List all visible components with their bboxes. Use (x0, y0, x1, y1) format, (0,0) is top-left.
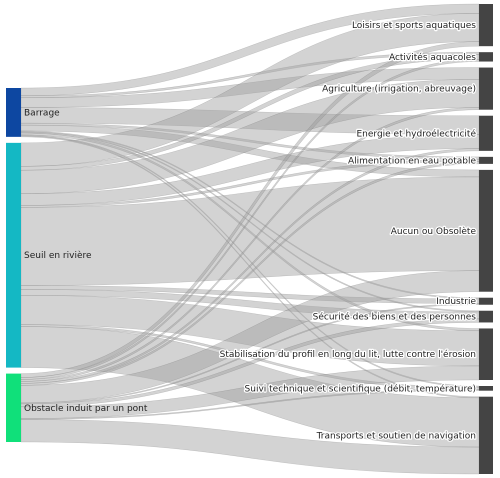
link-obstacle-induit-par-un-pont-to-suivi-technique-et-scientifique-debit-temperature (20, 389, 480, 420)
target-label-agriculture-irrigation-abreuvage: Agriculture (irrigation, abreuvage) (322, 85, 476, 95)
target-label-securite-des-biens-et-des-personnes: Sécurité des biens et des personnes (313, 312, 477, 323)
target-label-suivi-technique-et-scientifique-debit-temperature: Suivi technique et scientifique (débit, … (245, 383, 476, 394)
target-label-stabilisation-du-profil-en-long-du-lit-lutte-contre-l-erosion: Stabilisation du profil en long du lit, … (220, 349, 476, 360)
source-label-obstacle-induit-par-un-pont: Obstacle induit par un pont (24, 404, 148, 414)
target-node-activites-aquacoles[interactable] (479, 52, 493, 62)
source-node-seuil-en-riviere[interactable] (6, 142, 21, 368)
source-label-seuil-en-riviere: Seuil en rivière (24, 250, 92, 261)
target-node-aucun-ou-obsolete[interactable] (479, 169, 493, 292)
target-label-activites-aquacoles: Activités aquacoles (389, 52, 476, 63)
target-node-industrie[interactable] (479, 297, 493, 305)
target-node-securite-des-biens-et-des-personnes[interactable] (479, 310, 493, 323)
nodes-layer (6, 4, 493, 474)
target-node-loisirs-et-sports-aquatiques[interactable] (479, 4, 493, 47)
source-node-obstacle-induit-par-un-pont[interactable] (6, 373, 21, 442)
target-label-transports-et-soutien-de-navigation: Transports et soutien de navigation (316, 431, 476, 441)
target-label-industrie: Industrie (436, 297, 476, 307)
links-layer (20, 3, 480, 475)
labels-layer: Barrage Seuil en rivière Obstacle induit p… (24, 20, 478, 443)
link-obstacle-induit-par-un-pont-to-industrie (20, 303, 480, 405)
link-obstacle-induit-par-un-pont-to-activites-aquacoles (20, 58, 480, 380)
target-node-transports-et-soutien-de-navigation[interactable] (479, 396, 493, 474)
link-obstacle-induit-par-un-pont-to-alimentation-en-eau-potable (20, 161, 480, 386)
target-label-aucun-ou-obsolete: Aucun ou Obsolète (391, 226, 477, 237)
source-label-barrage: Barrage (24, 108, 60, 118)
source-node-barrage[interactable] (6, 88, 21, 137)
target-node-agriculture-irrigation-abreuvage[interactable] (479, 67, 493, 110)
target-node-stabilisation-du-profil-en-long-du-lit-lutte-contre-l-erosion[interactable] (479, 328, 493, 380)
target-node-suivi-technique-et-scientifique-debit-temperature[interactable] (479, 386, 493, 391)
target-node-alimentation-en-eau-potable[interactable] (479, 156, 493, 164)
target-label-energie-et-hydroelectricite: Energie et hydroélectricité (356, 128, 476, 139)
target-label-loisirs-et-sports-aquatiques: Loisirs et sports aquatiques (352, 21, 476, 31)
target-label-alimentation-en-eau-potable: Alimentation en eau potable (348, 156, 477, 166)
target-node-energie-et-hydroelectricite[interactable] (479, 115, 493, 151)
